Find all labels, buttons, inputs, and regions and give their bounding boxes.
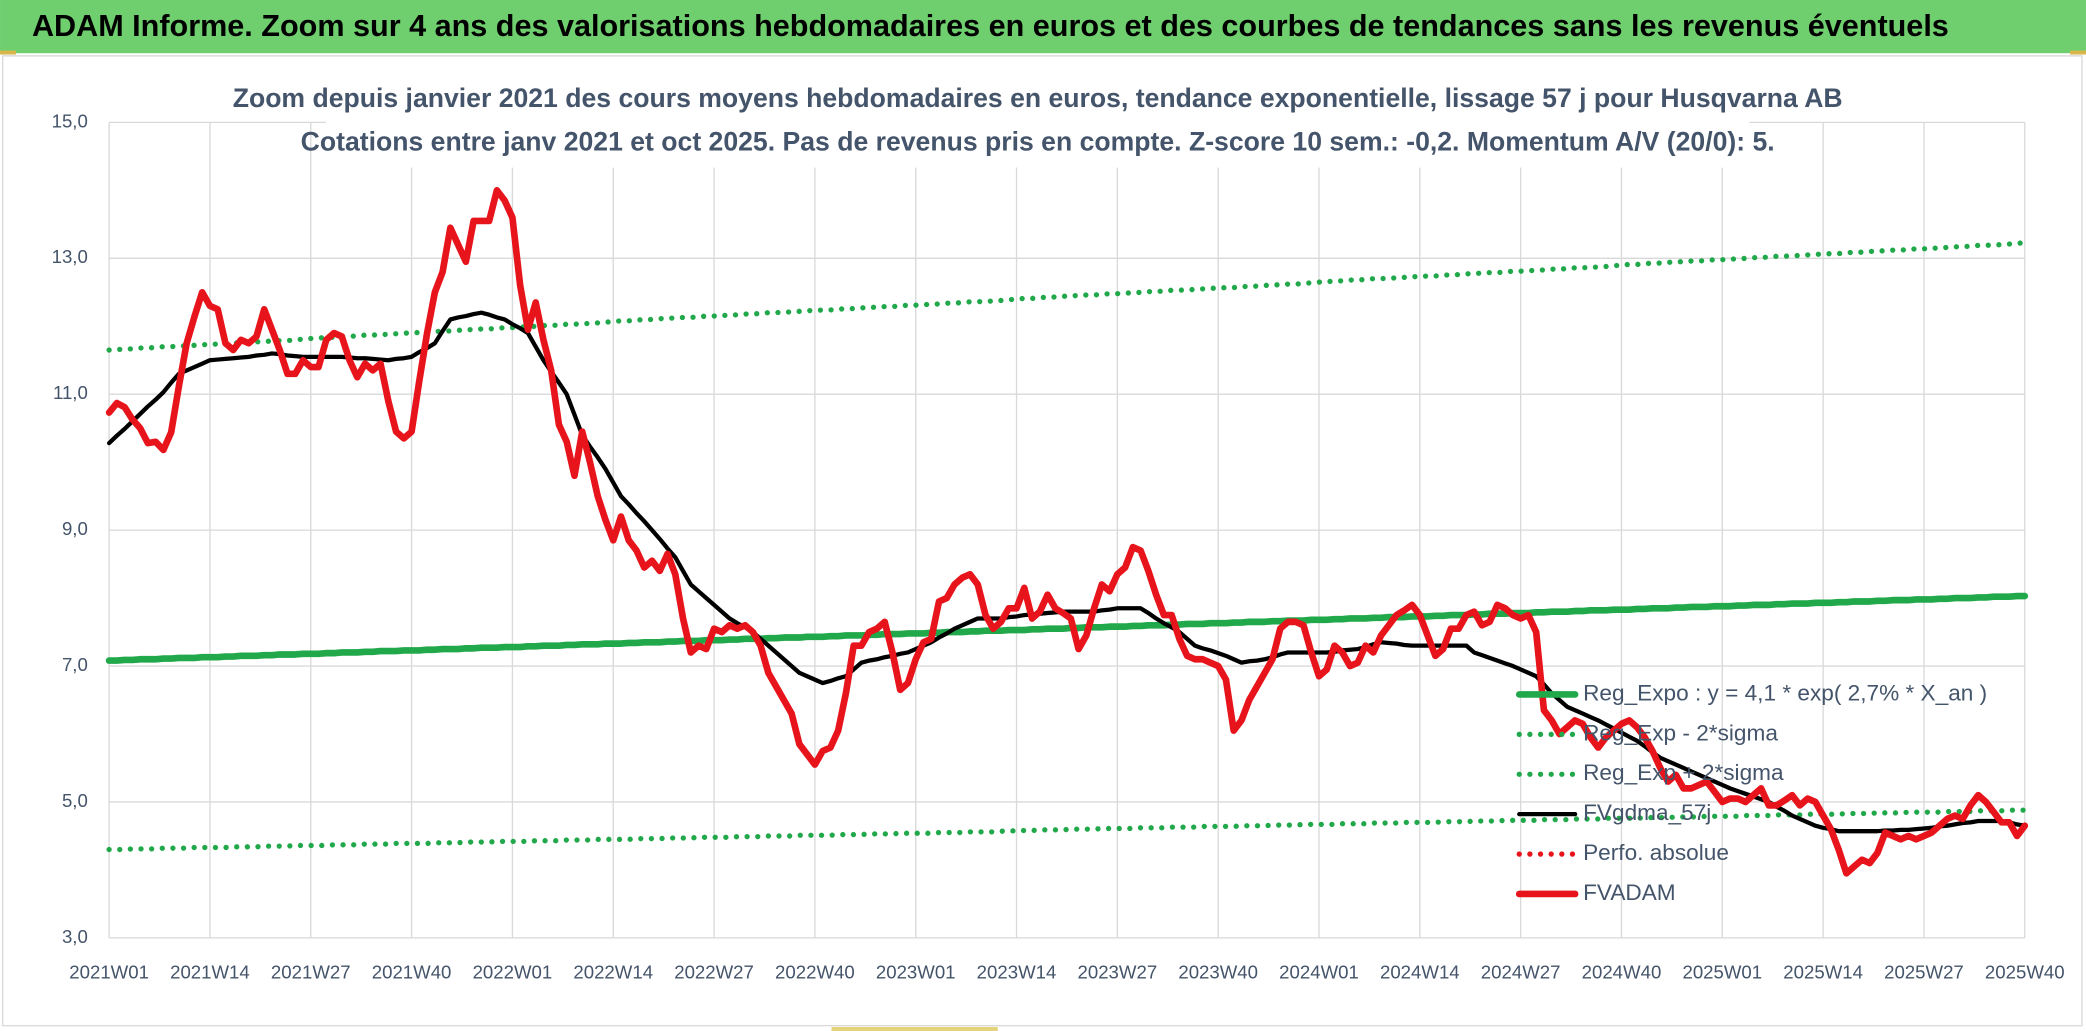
x-tick-label: 2023W27: [1078, 962, 1158, 983]
x-tick-label: 2022W14: [573, 962, 653, 983]
x-tick-label: 2024W27: [1481, 962, 1561, 983]
legend-label: FVgdma_57j: [1583, 800, 1711, 825]
x-tick-label: 2025W27: [1884, 962, 1964, 983]
y-tick-label: 7,0: [62, 654, 88, 675]
y-tick-label: 11,0: [53, 382, 88, 403]
x-tick-label: 2025W40: [1985, 962, 2065, 983]
legend-label: Reg_Exp - 2*sigma: [1583, 720, 1778, 745]
chart-subtitle: Cotations entre janv 2021 et oct 2025. P…: [301, 127, 1775, 157]
y-tick-label: 5,0: [62, 790, 88, 811]
x-tick-label: 2022W27: [674, 962, 754, 983]
x-tick-label: 2021W40: [372, 962, 452, 983]
series-line: [106, 310, 2027, 834]
corner-accent: [0, 50, 16, 55]
chart-title: Zoom depuis janvier 2021 des cours moyen…: [233, 83, 1843, 113]
legend-label: Reg_Exp + 2*sigma: [1583, 760, 1784, 785]
header-title: ADAM Informe. Zoom sur 4 ans des valoris…: [32, 9, 1949, 43]
x-tick-label: 2023W01: [876, 962, 956, 983]
x-tick-label: 2021W01: [69, 962, 149, 983]
grid: 3,0 5,0 7,0 9,0 11,0 13,0 15,0 2021W01 2021W14 20…: [52, 110, 2065, 982]
x-tick-label: 2025W14: [1783, 962, 1863, 983]
x-tick-label: 2023W40: [1178, 962, 1258, 983]
y-tick-label: 3,0: [62, 926, 88, 947]
x-tick-label: 2023W14: [977, 962, 1057, 983]
x-tick-label: 2021W27: [271, 962, 351, 983]
legend-label: Reg_Expo : y = 4,1 * exp( 2,7% * X_an ): [1583, 680, 1987, 705]
titles: Zoom depuis janvier 2021 des cours moyen…: [233, 77, 1843, 168]
title-backdrop: [325, 77, 1750, 168]
bottom-accent: [831, 1027, 998, 1031]
legend-label: FVADAM: [1583, 880, 1676, 905]
x-tick-label: 2022W01: [473, 962, 553, 983]
x-tick-label: 2025W01: [1682, 962, 1762, 983]
corner-accent: [2070, 50, 2086, 55]
series-line: [105, 187, 2029, 877]
series-line: [106, 807, 2028, 853]
chart-frame: [2, 55, 2083, 1027]
legend: Reg_Expo : y = 4,1 * exp( 2,7% * X_an ) R…: [1515, 680, 1987, 905]
x-tick-label: 2024W14: [1380, 962, 1460, 983]
x-tick-label: 2024W01: [1279, 962, 1359, 983]
x-tick-label: 2021W14: [170, 962, 250, 983]
series: [105, 187, 2029, 877]
y-tick-label: 9,0: [62, 518, 88, 539]
legend-label: Perfo. absolue: [1583, 840, 1729, 865]
x-tick-label: 2022W40: [775, 962, 855, 983]
header-bar: [0, 0, 2086, 54]
y-tick-label: 13,0: [52, 246, 88, 267]
x-tick-label: 2024W40: [1582, 962, 1662, 983]
y-tick-label: 15,0: [52, 110, 88, 131]
series-line: [105, 592, 2029, 664]
